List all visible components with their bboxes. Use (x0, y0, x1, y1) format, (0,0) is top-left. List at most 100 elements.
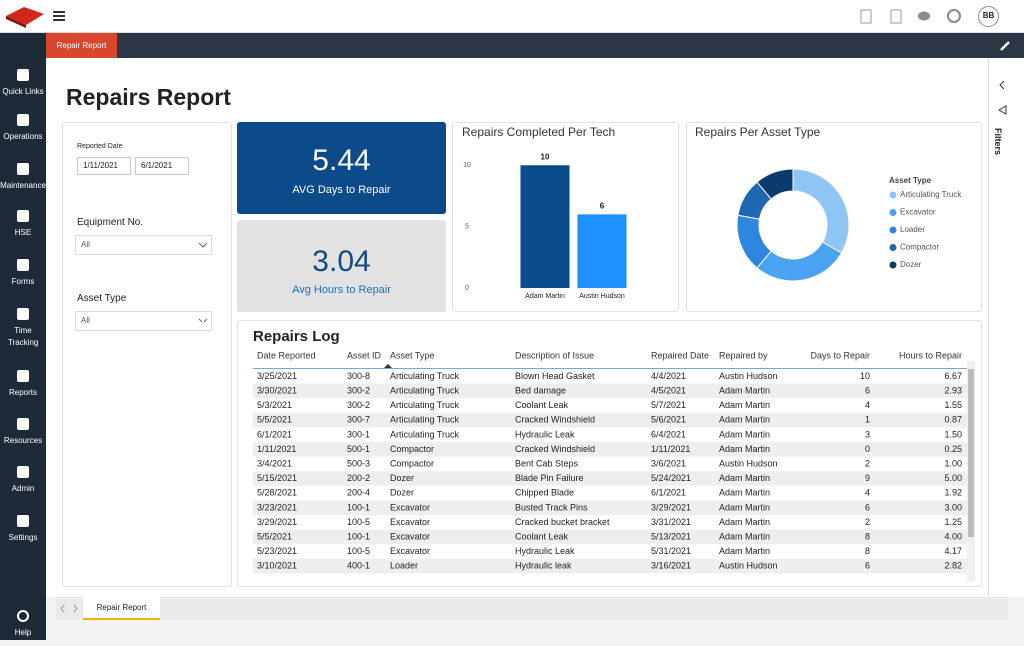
table-cell: 1.55 (944, 400, 962, 410)
report-icon[interactable] (860, 9, 872, 24)
table-cell: 6/4/2021 (651, 429, 686, 439)
table-cell: 1.25 (944, 517, 962, 527)
logo (6, 7, 44, 28)
table-cell: 1 (865, 415, 870, 425)
nav-item[interactable]: Reports (0, 368, 46, 406)
table-cell: 3/29/2021 (651, 502, 691, 512)
nav-item[interactable]: Forms (0, 257, 46, 295)
table-cell: 0.87 (944, 415, 962, 425)
nav-item[interactable]: Help (0, 608, 46, 646)
data-label: 10 (541, 152, 550, 161)
table-cell: 8 (865, 531, 870, 541)
table-cell: Adam Martin (719, 488, 770, 498)
table-cell: 100-5 (347, 546, 370, 556)
table-cell: 4.17 (944, 546, 962, 556)
nav-item[interactable]: Quick Links (0, 67, 46, 105)
nav-label: Time Tracking (8, 326, 39, 347)
table-cell: 3/23/2021 (257, 502, 297, 512)
table-cell: Bed damage (515, 385, 566, 395)
table-cell: 3/29/2021 (257, 517, 297, 527)
table-cell: Adam Martin (719, 400, 770, 410)
table-cell: Compactor (390, 458, 434, 468)
table-cell: Blade Pin Failure (515, 473, 584, 483)
filters-panel[interactable]: Filters (988, 58, 1024, 597)
table-cell: 4/4/2021 (651, 371, 686, 381)
clock-icon[interactable] (947, 9, 961, 23)
nav-item[interactable]: Time Tracking (0, 306, 46, 356)
table-cell: 300-1 (347, 429, 370, 439)
table-cell: Hydraulic Leak (515, 429, 575, 439)
sort-indicator (384, 364, 392, 368)
table-cell: 3/16/2021 (651, 561, 691, 571)
table-cell: 200-2 (347, 473, 370, 483)
table-cell: 2.93 (944, 385, 962, 395)
table-cell: 3/25/2021 (257, 371, 297, 381)
filter-label: Equipment No. (77, 217, 144, 228)
table-title: Repairs Log (253, 328, 340, 345)
table-cell: 4 (865, 488, 870, 498)
date-input[interactable]: 1/11/2021 (77, 157, 131, 175)
x-tick-label: Austin Hudson (579, 293, 625, 300)
table-cell: 5/7/2021 (651, 400, 686, 410)
table-cell: 6 (865, 385, 870, 395)
menu-button[interactable] (53, 11, 65, 21)
page-tab[interactable]: Repair Report (83, 597, 160, 620)
table-cell: Adam Martin (719, 385, 770, 395)
sidebar: Quick Links Operations Maintenance HSE Forms… (0, 33, 46, 640)
tab-scroll[interactable] (60, 604, 80, 613)
page-icon[interactable] (890, 9, 902, 24)
nav-item[interactable]: HSE (0, 208, 46, 246)
y-tick-label: 0 (465, 285, 469, 292)
nav-icon (17, 466, 29, 478)
table-cell: 5/6/2021 (651, 415, 686, 425)
table-cell: Excavator (390, 517, 430, 527)
nav-item[interactable]: Operations (0, 112, 46, 150)
kpi-label: Avg Hours to Repair (292, 284, 391, 296)
table-cell: 5/13/2021 (651, 531, 691, 541)
row-stripe (253, 383, 967, 399)
nav-label: Quick Links (2, 87, 44, 96)
nav-item[interactable]: Settings (0, 513, 46, 551)
table-cell: Austin Hudson (719, 371, 778, 381)
date-input[interactable]: 6/1/2021 (135, 157, 189, 175)
scrollbar-thumb[interactable] (968, 369, 974, 537)
donut-segment (756, 168, 794, 200)
edit-icon[interactable] (1000, 41, 1010, 51)
table-cell: 6 (865, 561, 870, 571)
nav-item[interactable]: Resources (0, 416, 46, 454)
nav-icon (17, 308, 29, 320)
filter-label: Reported Date (77, 143, 123, 150)
avatar[interactable]: BB (978, 6, 999, 27)
top-header: BB (0, 0, 1024, 33)
table-cell: 2 (865, 458, 870, 468)
nav-label: Help (14, 628, 32, 637)
dropdown[interactable]: All (75, 311, 212, 331)
table-cell: Excavator (390, 546, 430, 556)
kpi-value: 5.44 (312, 144, 371, 177)
table-cell: 8 (865, 546, 870, 556)
chat-icon[interactable] (918, 11, 930, 21)
table-cell: Loader (390, 561, 418, 571)
table-cell: 1.00 (944, 458, 962, 468)
legend-title: Asset Type (889, 176, 932, 185)
table-cell: Hydraulic leak (515, 561, 572, 571)
legend-swatch (889, 226, 897, 234)
nav-label: Admin (11, 484, 35, 493)
table-cell: 5/5/2021 (257, 531, 292, 541)
nav-label: Settings (8, 533, 38, 542)
y-tick-label: 10 (463, 162, 471, 169)
dropdown[interactable]: All (75, 235, 212, 255)
table-cell: 0.25 (944, 444, 962, 454)
table-cell: 1/11/2021 (257, 444, 296, 454)
table-card: Repairs Log Date Reported Asset ID Asset T… (237, 320, 982, 587)
table-cell: 5/24/2021 (651, 473, 691, 483)
kpi-card: 5.44 AVG Days to Repair (237, 122, 446, 214)
table-cell: 5/28/2021 (257, 488, 297, 498)
report-tab[interactable]: Repair Report (46, 33, 117, 58)
table-cell: Austin Hudson (719, 561, 778, 571)
row-stripe (253, 412, 967, 428)
column-header: Date Reported (257, 350, 316, 360)
nav-item[interactable]: Admin (0, 464, 46, 502)
table-cell: Adam Martin (719, 517, 770, 527)
nav-item[interactable]: Maintenance (0, 161, 46, 199)
